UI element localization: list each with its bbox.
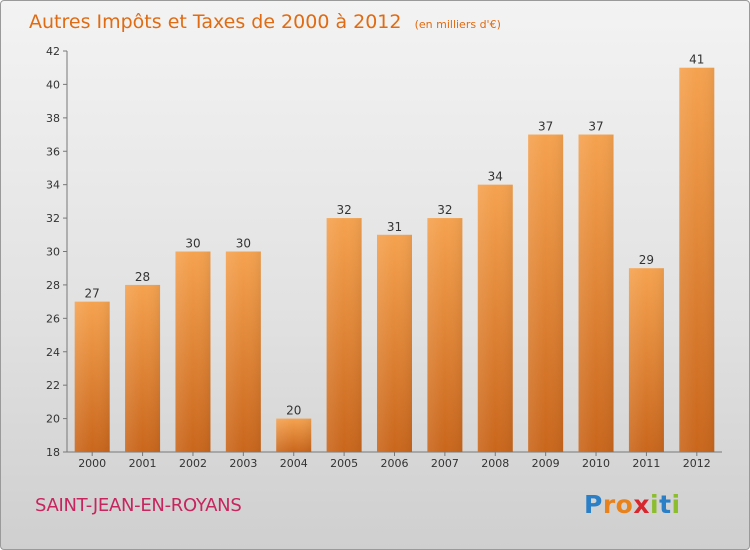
brand-letter: P (584, 490, 603, 519)
data-label-2010: 37 (588, 120, 603, 134)
brand-letter: i (671, 490, 681, 519)
data-label-2009: 37 (538, 120, 553, 134)
data-label-2000: 27 (85, 287, 100, 301)
bar-shade-2004 (276, 418, 312, 452)
brand-letter: i (650, 490, 660, 519)
data-label-2001: 28 (135, 270, 150, 284)
chart-bars (74, 67, 715, 452)
y-tick-label: 24 (46, 346, 60, 359)
bar-shade-2009 (528, 134, 564, 452)
chart-axes: 18 20 22 24 26 28 30 32 34 36 38 40 42 2000 2001 2002 20… (46, 45, 722, 470)
x-tick-label-2002: 2002 (179, 457, 207, 470)
x-tick-label-2010: 2010 (582, 457, 610, 470)
x-tick-label-2000: 2000 (78, 457, 106, 470)
bar-shade-2010 (578, 134, 614, 452)
x-tick-label-2008: 2008 (481, 457, 509, 470)
y-tick-label: 30 (46, 246, 60, 259)
y-tick-label: 32 (46, 212, 60, 225)
y-tick-label: 28 (46, 279, 60, 292)
x-tick-label-2005: 2005 (330, 457, 358, 470)
chart-title-unit: (en milliers d'€) (415, 18, 501, 31)
x-tick-label-2003: 2003 (229, 457, 257, 470)
x-tick-label-2009: 2009 (532, 457, 560, 470)
data-label-2005: 32 (336, 203, 351, 217)
bar-shade-2011 (628, 268, 664, 452)
data-label-2006: 31 (387, 220, 402, 234)
bar-shade-2000 (74, 301, 110, 452)
bar-shade-2003 (225, 251, 261, 452)
data-label-2003: 30 (236, 237, 251, 251)
y-tick-label: 20 (46, 413, 60, 426)
y-tick-label: 38 (46, 112, 60, 125)
data-label-2002: 30 (185, 237, 200, 251)
y-tick-label: 40 (46, 78, 60, 91)
y-tick-label: 34 (46, 179, 60, 192)
bar-shade-2007 (427, 218, 463, 452)
y-tick-label: 26 (46, 312, 60, 325)
x-tick-label-2006: 2006 (381, 457, 409, 470)
commune-name: SAINT-JEAN-EN-ROYANS (35, 495, 242, 516)
bar-shade-2008 (477, 184, 513, 452)
bar-shade-2001 (125, 284, 161, 452)
brand-letter: t (659, 490, 672, 519)
data-label-2007: 32 (437, 203, 452, 217)
brand-letter: x (633, 490, 650, 519)
x-tick-label-2012: 2012 (683, 457, 711, 470)
y-tick-label: 22 (46, 379, 60, 392)
data-label-2004: 20 (286, 404, 301, 418)
x-tick-label-2001: 2001 (129, 457, 157, 470)
brand-letter: r (602, 490, 616, 519)
chart-title: Autres Impôts et Taxes de 2000 à 2012 (e… (29, 11, 501, 33)
chart-title-main: Autres Impôts et Taxes de 2000 à 2012 (29, 11, 402, 33)
y-tick-label: 18 (46, 446, 60, 459)
brand-logo: Proxiti (584, 490, 681, 519)
brand-letter: o (615, 490, 634, 519)
bar-shade-2012 (679, 67, 715, 452)
data-label-2011: 29 (639, 253, 654, 267)
y-tick-label: 42 (46, 45, 60, 58)
data-label-2012: 41 (689, 53, 704, 67)
chart-data-labels: 27 28 30 30 20 32 31 32 34 37 37 29 41 (85, 53, 705, 418)
data-label-2008: 34 (488, 170, 503, 184)
x-tick-label-2007: 2007 (431, 457, 459, 470)
bar-shade-2002 (175, 251, 211, 452)
y-tick-label: 36 (46, 145, 60, 158)
bar-shade-2006 (377, 234, 412, 452)
x-tick-label-2004: 2004 (280, 457, 308, 470)
bar-shade-2005 (326, 218, 362, 452)
x-tick-label-2011: 2011 (632, 457, 660, 470)
